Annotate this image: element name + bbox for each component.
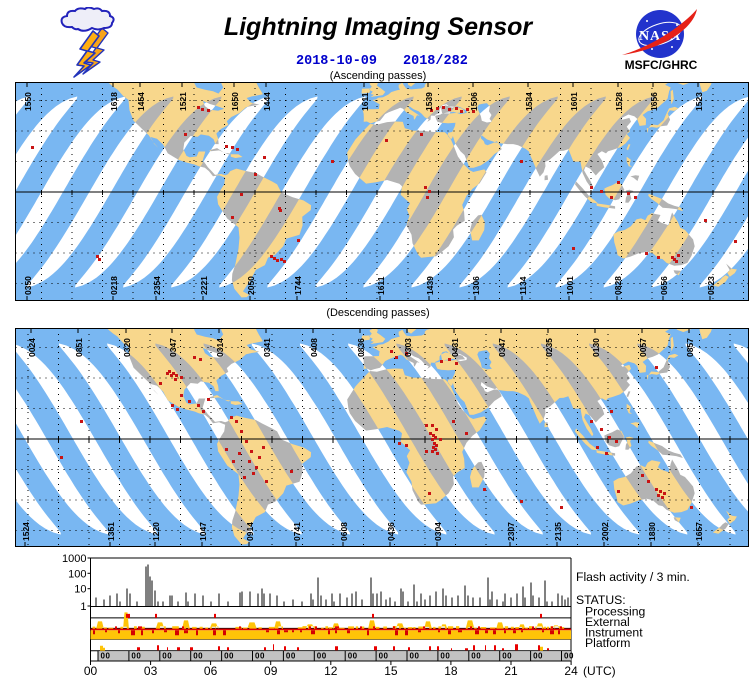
svg-text:1618: 1618 [109,92,119,111]
svg-text:00: 00 [101,651,111,660]
svg-text:0836: 0836 [356,338,366,357]
svg-text:00: 00 [410,651,420,660]
svg-text:00: 00 [440,651,450,660]
svg-text:0303: 0303 [403,338,413,357]
svg-text:1650: 1650 [230,92,240,111]
svg-text:1656: 1656 [649,92,659,111]
svg-text:0914: 0914 [245,522,255,541]
svg-text:1001: 1001 [565,276,575,295]
svg-text:00: 00 [317,651,327,660]
svg-text:1539: 1539 [424,92,434,111]
svg-text:1351: 1351 [106,522,116,541]
svg-text:1830: 1830 [647,522,657,541]
svg-text:1444: 1444 [262,92,272,111]
svg-text:1506: 1506 [469,92,479,111]
svg-text:1744: 1744 [293,276,303,295]
svg-text:0436: 0436 [386,522,396,541]
svg-text:00: 00 [84,664,98,678]
svg-text:0851: 0851 [74,338,84,357]
svg-text:Platform: Platform [585,636,630,650]
svg-text:0608: 0608 [339,522,349,541]
svg-text:2307: 2307 [506,522,516,541]
svg-text:24: 24 [564,664,578,678]
svg-text:1611: 1611 [376,276,386,295]
svg-text:00: 00 [286,651,296,660]
svg-text:18: 18 [444,664,458,678]
svg-text:Flash activity / 3 min.: Flash activity / 3 min. [576,570,690,584]
svg-text:1550: 1550 [23,92,33,111]
svg-text:(UTC): (UTC) [583,664,616,678]
svg-text:00: 00 [162,651,172,660]
svg-text:1454: 1454 [136,92,146,111]
svg-text:1134: 1134 [518,276,528,295]
svg-text:2050: 2050 [246,276,256,295]
svg-text:2354: 2354 [152,276,162,295]
svg-text:00: 00 [471,651,481,660]
svg-text:0857: 0857 [685,338,695,357]
svg-text:0741: 0741 [292,522,302,541]
svg-text:MSFC/GHRC: MSFC/GHRC [625,58,698,72]
svg-text:12: 12 [324,664,338,678]
svg-text:1534: 1534 [524,92,534,111]
svg-text:0656: 0656 [659,276,669,295]
svg-text:00: 00 [131,651,141,660]
svg-text:External: External [585,615,630,629]
svg-text:1657: 1657 [694,522,704,541]
svg-text:1523: 1523 [694,92,704,111]
svg-text:0350: 0350 [23,276,33,295]
svg-text:0130: 0130 [591,338,601,357]
svg-text:00: 00 [255,651,265,660]
svg-text:1521: 1521 [178,92,188,111]
svg-text:0057: 0057 [638,338,648,357]
svg-text:2002: 2002 [600,522,610,541]
svg-text:0828: 0828 [613,276,623,295]
svg-text:0523: 0523 [706,276,716,295]
svg-text:00: 00 [564,651,574,660]
svg-text:1601: 1601 [569,92,579,111]
svg-text:0320: 0320 [122,338,132,357]
svg-text:0304: 0304 [433,522,443,541]
svg-text:Processing: Processing [585,605,645,619]
svg-text:10: 10 [74,584,86,596]
svg-text:100: 100 [68,568,86,580]
svg-text:1047: 1047 [198,522,208,541]
svg-text:0408: 0408 [309,338,319,357]
svg-text:0218: 0218 [109,276,119,295]
svg-text:0314: 0314 [215,338,225,357]
svg-text:00: 00 [502,651,512,660]
svg-text:2221: 2221 [199,276,209,295]
svg-text:0024: 0024 [27,338,37,357]
svg-text:06: 06 [204,664,218,678]
svg-text:00: 00 [224,651,234,660]
svg-text:00: 00 [348,651,358,660]
svg-text:09: 09 [264,664,278,678]
svg-text:21: 21 [504,664,518,678]
svg-text:Instrument: Instrument [585,626,643,640]
svg-text:0341: 0341 [262,338,272,357]
svg-text:0431: 0431 [450,338,460,357]
svg-text:2135: 2135 [553,522,563,541]
svg-text:15: 15 [384,664,398,678]
svg-text:1000: 1000 [62,553,86,565]
svg-text:1611: 1611 [360,92,370,111]
svg-text:00: 00 [193,651,203,660]
svg-text:03: 03 [144,664,158,678]
svg-text:1524: 1524 [21,522,31,541]
svg-text:00: 00 [379,651,389,660]
svg-text:0347: 0347 [168,338,178,357]
svg-text:0347: 0347 [497,338,507,357]
svg-text:00: 00 [533,651,543,660]
svg-text:STATUS:: STATUS: [576,593,626,607]
svg-text:0235: 0235 [544,338,554,357]
svg-text:1439: 1439 [425,276,435,295]
svg-text:1528: 1528 [614,92,624,111]
svg-text:1220: 1220 [151,522,161,541]
svg-text:1: 1 [80,601,86,613]
svg-text:1306: 1306 [471,276,481,295]
